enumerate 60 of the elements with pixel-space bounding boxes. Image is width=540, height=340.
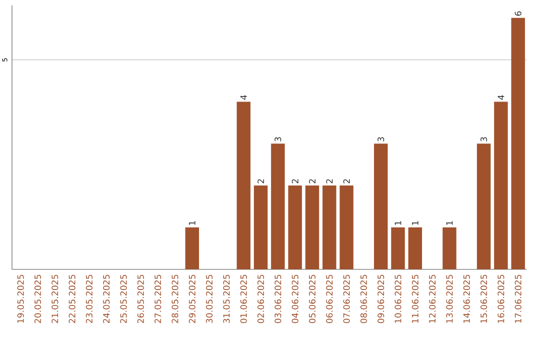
bar <box>340 186 354 270</box>
x-tick-label: 06.06.2025 <box>326 274 333 324</box>
data-label: 2 <box>326 179 333 184</box>
x-tick-label: 19.05.2025 <box>17 274 24 323</box>
data-label: 4 <box>240 95 247 100</box>
x-tick-label: 05.06.2025 <box>308 274 316 324</box>
x-tick-label: 21.05.2025 <box>52 274 58 324</box>
x-tick-label: 25.05.2025 <box>120 274 127 324</box>
x-tick-label: 09.06.2025 <box>378 274 384 324</box>
x-tick-label: 30.05.2025 <box>206 274 213 323</box>
bar <box>374 144 388 270</box>
data-label: 1 <box>412 221 418 225</box>
data-label: 4 <box>498 95 504 100</box>
bar <box>185 227 199 270</box>
x-tick-label: 24.05.2025 <box>103 274 110 324</box>
x-tick-label: 20.05.2025 <box>34 274 42 324</box>
x-tick-label: 23.05.2025 <box>86 274 92 324</box>
bar <box>511 18 525 270</box>
data-label: 2 <box>309 179 316 184</box>
bar <box>236 102 250 270</box>
data-label: 1 <box>394 221 402 225</box>
x-tick-label: 22.05.2025 <box>68 274 76 324</box>
bar <box>305 186 320 270</box>
bar <box>271 144 285 270</box>
bar <box>322 186 336 270</box>
data-label: 6 <box>514 11 522 16</box>
x-tick-label: 27.05.2025 <box>154 274 162 324</box>
bar <box>391 227 405 270</box>
x-tick-label: 08.06.2025 <box>360 274 367 324</box>
x-tick-label: 07.06.2025 <box>343 274 350 324</box>
x-tick-label: 11.06.2025 <box>412 274 418 323</box>
x-tick-label: 10.06.2025 <box>394 274 402 323</box>
x-tick-label: 26.05.2025 <box>137 274 144 324</box>
x-tick-label: 01.06.2025 <box>240 274 247 324</box>
data-label: 3 <box>274 137 282 142</box>
bar <box>494 102 508 270</box>
data-label: 3 <box>480 137 488 142</box>
bar <box>442 227 456 270</box>
data-label: 2 <box>258 179 264 184</box>
x-tick-label: 03.06.2025 <box>274 274 282 324</box>
bar <box>476 144 491 270</box>
x-tick-label: 31.05.2025 <box>223 274 230 323</box>
x-tick-label: 29.05.2025 <box>188 274 196 324</box>
bar <box>408 227 422 270</box>
x-tick-label: 02.06.2025 <box>257 274 264 324</box>
data-label: 2 <box>343 179 350 184</box>
x-tick-label: 17.06.2025 <box>514 274 522 323</box>
x-tick-label: 15.06.2025 <box>480 274 488 323</box>
x-tick-label: 14.06.2025 <box>463 274 470 323</box>
bar <box>254 186 268 270</box>
x-tick-label: 16.06.2025 <box>498 274 504 323</box>
data-label: 1 <box>446 221 453 225</box>
x-tick-label: 13.06.2025 <box>446 274 453 323</box>
bar <box>288 186 302 270</box>
x-tick-label: 12.06.2025 <box>429 274 436 323</box>
x-tick-label: 28.05.2025 <box>172 274 178 324</box>
x-tick-label: 04.06.2025 <box>292 274 298 324</box>
data-label: 1 <box>188 221 196 225</box>
data-label: 3 <box>378 137 384 142</box>
data-label: 2 <box>292 179 298 184</box>
